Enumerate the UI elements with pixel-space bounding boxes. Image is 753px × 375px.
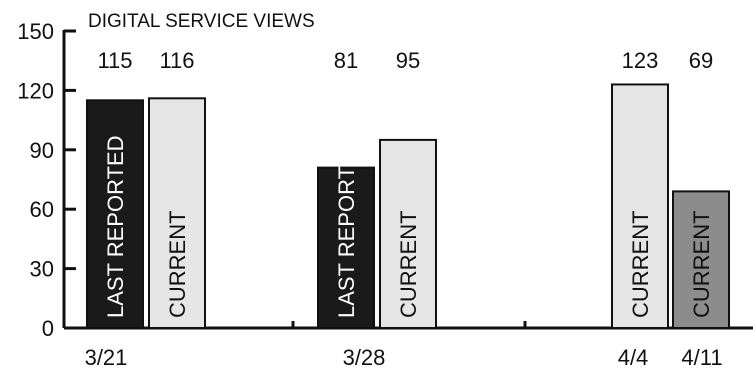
y-tick-label: 150 (17, 19, 54, 44)
x-tick-label: 4/11 (681, 345, 722, 370)
data-label: 95 (396, 48, 420, 73)
bar-series-label: CURRENT (165, 210, 190, 318)
y-tick-label: 30 (30, 257, 54, 282)
data-label: 115 (97, 48, 132, 73)
bar (672, 190, 730, 329)
x-tick-label: 3/28 (343, 345, 386, 370)
bar-series-label: CURRENT (689, 210, 714, 318)
y-tick-label: 90 (30, 138, 54, 163)
data-label: 69 (689, 48, 713, 73)
y-tick-label: 120 (17, 78, 54, 103)
bars (86, 83, 730, 329)
bar (611, 83, 669, 329)
y-tick-label: 60 (30, 197, 54, 222)
chart-title: DIGITAL SERVICE VIEWS (88, 11, 315, 32)
bar-series-label: CURRENT (396, 210, 421, 318)
data-label: 123 (622, 48, 659, 73)
bar (379, 138, 437, 329)
labels: 115 LAST REPORTED 116 CURRENT 81 LAST REPORTE… (85, 48, 723, 370)
bar (317, 166, 375, 329)
data-label: 116 (159, 48, 194, 73)
x-tick-label: 3/21 (85, 345, 128, 370)
bar (148, 97, 206, 329)
x-tick-label: 4/4 (618, 345, 649, 370)
bar (86, 99, 144, 329)
bar-series-label: CURRENT (628, 210, 653, 318)
data-label: 81 (334, 48, 358, 73)
y-tick-label: 0 (42, 316, 54, 341)
bar-series-label: LAST REPORTED (334, 135, 359, 318)
bar-series-label: LAST REPORTED (103, 135, 128, 318)
